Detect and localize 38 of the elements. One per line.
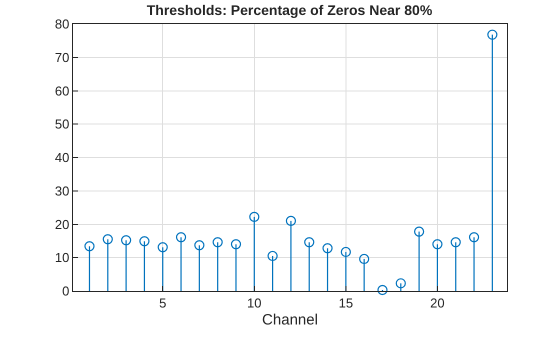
x-tick-label: 20 [430, 296, 445, 311]
point [121, 235, 132, 246]
x-tick-label: 10 [247, 296, 262, 311]
point [414, 226, 424, 237]
y-tick-label: 0 [62, 284, 70, 299]
point [230, 239, 242, 250]
y-tick-label: 40 [54, 150, 70, 166]
point [158, 242, 168, 252]
point [139, 236, 150, 246]
point [487, 30, 498, 40]
x-axis-title: Channel [262, 312, 318, 329]
point [450, 237, 461, 248]
point [468, 232, 480, 242]
y-tick-label: 70 [54, 50, 70, 65]
chart-title: Thresholds: Percentage of Zeros Near 80% [146, 2, 433, 18]
point [322, 243, 333, 254]
y-tick-label: 30 [54, 183, 70, 198]
point [84, 241, 95, 252]
y-tick-label: 50 [54, 116, 70, 132]
point [359, 254, 370, 264]
point [432, 239, 443, 250]
point [194, 240, 204, 250]
y-tick-label: 60 [54, 83, 70, 98]
point [212, 237, 223, 248]
point [304, 237, 314, 248]
point [286, 216, 296, 226]
x-tick-label: 5 [159, 296, 166, 311]
point [396, 278, 406, 288]
point [249, 212, 260, 222]
x-tick-label: 15 [338, 296, 354, 311]
point [340, 246, 351, 258]
y-tick-label: 80 [54, 16, 70, 32]
point [102, 234, 113, 244]
y-tick-label: 10 [54, 250, 70, 266]
y-tick-label: 20 [54, 216, 70, 232]
point [176, 232, 186, 242]
point [377, 284, 388, 296]
point [268, 250, 278, 262]
